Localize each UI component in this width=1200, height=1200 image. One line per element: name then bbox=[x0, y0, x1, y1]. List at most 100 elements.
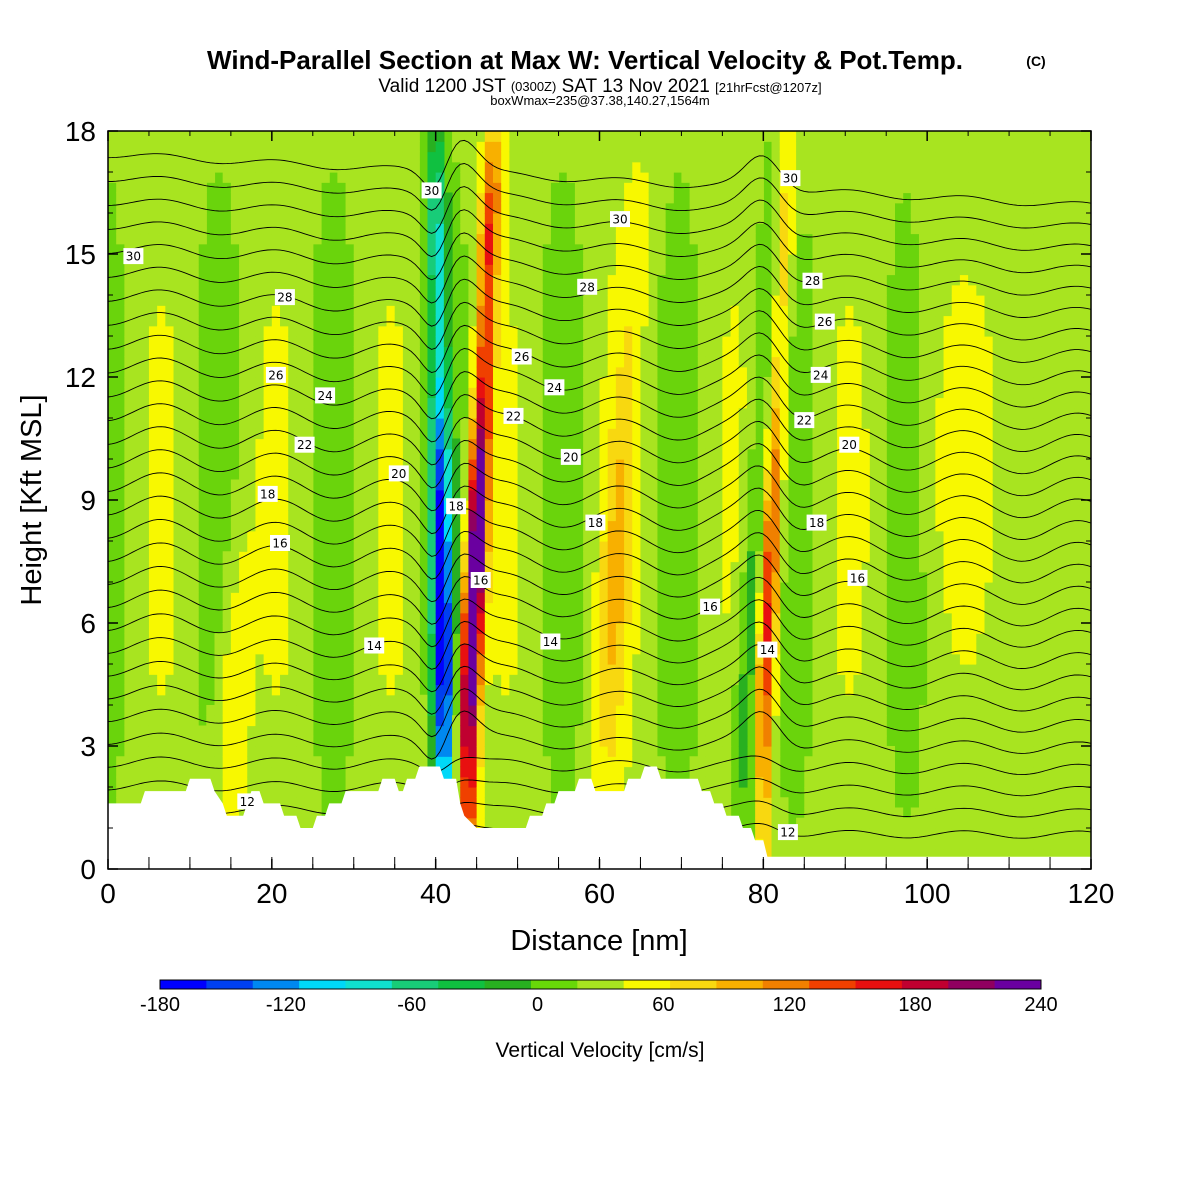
field-cell bbox=[821, 428, 830, 439]
field-cell bbox=[444, 336, 453, 347]
field-cell bbox=[591, 633, 600, 644]
field-cell bbox=[755, 756, 764, 767]
field-cell bbox=[444, 367, 453, 378]
field-cell bbox=[616, 541, 625, 552]
field-cell bbox=[616, 316, 625, 327]
field-cell bbox=[223, 685, 232, 696]
field-cell bbox=[460, 418, 469, 429]
field-cell bbox=[501, 818, 510, 829]
field-cell bbox=[501, 490, 510, 501]
field-cell bbox=[378, 736, 387, 747]
field-cell bbox=[411, 357, 420, 368]
field-cell bbox=[509, 377, 518, 388]
field-cell bbox=[239, 408, 248, 419]
field-cell bbox=[616, 746, 625, 757]
field-cell bbox=[477, 254, 486, 265]
field-cell bbox=[763, 572, 772, 583]
field-cell bbox=[526, 275, 535, 286]
field-cell bbox=[149, 408, 158, 419]
field-cell bbox=[305, 336, 314, 347]
field-cell bbox=[264, 223, 273, 234]
field-cell bbox=[632, 469, 641, 480]
field-cell bbox=[518, 131, 527, 142]
field-cell bbox=[706, 346, 715, 357]
field-cell bbox=[600, 387, 609, 398]
field-cell bbox=[305, 316, 314, 327]
field-cell bbox=[305, 777, 314, 788]
field-cell bbox=[739, 387, 748, 398]
field-cell bbox=[837, 818, 846, 829]
field-cell bbox=[165, 131, 174, 142]
field-cell bbox=[747, 234, 756, 245]
field-cell bbox=[681, 172, 690, 183]
field-cell bbox=[780, 490, 789, 501]
field-cell bbox=[223, 715, 232, 726]
field-cell bbox=[182, 346, 191, 357]
field-cell bbox=[714, 746, 723, 757]
field-cell bbox=[165, 141, 174, 152]
field-cell bbox=[272, 510, 281, 521]
field-cell bbox=[731, 203, 740, 214]
field-cell bbox=[460, 480, 469, 491]
field-cell bbox=[157, 295, 166, 306]
field-cell bbox=[821, 439, 830, 450]
field-cell bbox=[452, 746, 461, 757]
field-cell bbox=[477, 275, 486, 286]
field-cell bbox=[460, 592, 469, 603]
field-cell bbox=[337, 162, 346, 173]
field-cell bbox=[583, 439, 592, 450]
field-cell bbox=[387, 285, 396, 296]
field-cell bbox=[255, 674, 264, 685]
field-cell bbox=[698, 480, 707, 491]
field-cell bbox=[772, 295, 781, 306]
field-cell bbox=[387, 244, 396, 255]
field-cell bbox=[526, 131, 535, 142]
field-cell bbox=[583, 531, 592, 542]
field-cell bbox=[206, 726, 215, 737]
field-cell bbox=[346, 152, 355, 163]
field-cell bbox=[444, 685, 453, 696]
field-cell bbox=[247, 490, 256, 501]
field-cell bbox=[657, 756, 666, 767]
field-cell bbox=[313, 234, 322, 245]
field-cell bbox=[264, 695, 273, 706]
field-cell bbox=[763, 131, 772, 142]
field-cell bbox=[157, 726, 166, 737]
field-cell bbox=[649, 152, 658, 163]
field-cell bbox=[542, 172, 551, 183]
field-cell bbox=[182, 623, 191, 634]
field-cell bbox=[149, 131, 158, 142]
chart-title-mark: (C) bbox=[1026, 53, 1045, 69]
field-cell bbox=[485, 654, 494, 665]
field-cell bbox=[657, 234, 666, 245]
field-cell bbox=[305, 797, 314, 808]
field-cell bbox=[395, 644, 404, 655]
field-cell bbox=[133, 787, 142, 798]
field-cell bbox=[296, 346, 305, 357]
field-cell bbox=[296, 736, 305, 747]
field-cell bbox=[468, 767, 477, 778]
field-cell bbox=[722, 603, 731, 614]
field-cell bbox=[616, 695, 625, 706]
field-cell bbox=[468, 490, 477, 501]
field-cell bbox=[174, 736, 183, 747]
field-cell bbox=[174, 275, 183, 286]
field-cell bbox=[165, 193, 174, 204]
field-cell bbox=[296, 357, 305, 368]
field-cell bbox=[649, 746, 658, 757]
field-cell bbox=[722, 521, 731, 532]
field-cell bbox=[632, 726, 641, 737]
field-cell bbox=[149, 398, 158, 409]
field-cell bbox=[501, 685, 510, 696]
field-cell bbox=[460, 777, 469, 788]
field-cell bbox=[600, 172, 609, 183]
field-cell bbox=[378, 490, 387, 501]
field-cell bbox=[616, 582, 625, 593]
field-cell bbox=[477, 449, 486, 460]
field-cell bbox=[403, 193, 412, 204]
field-cell bbox=[845, 818, 854, 829]
field-cell bbox=[714, 633, 723, 644]
field-cell bbox=[296, 695, 305, 706]
field-cell bbox=[845, 551, 854, 562]
field-cell bbox=[763, 480, 772, 491]
